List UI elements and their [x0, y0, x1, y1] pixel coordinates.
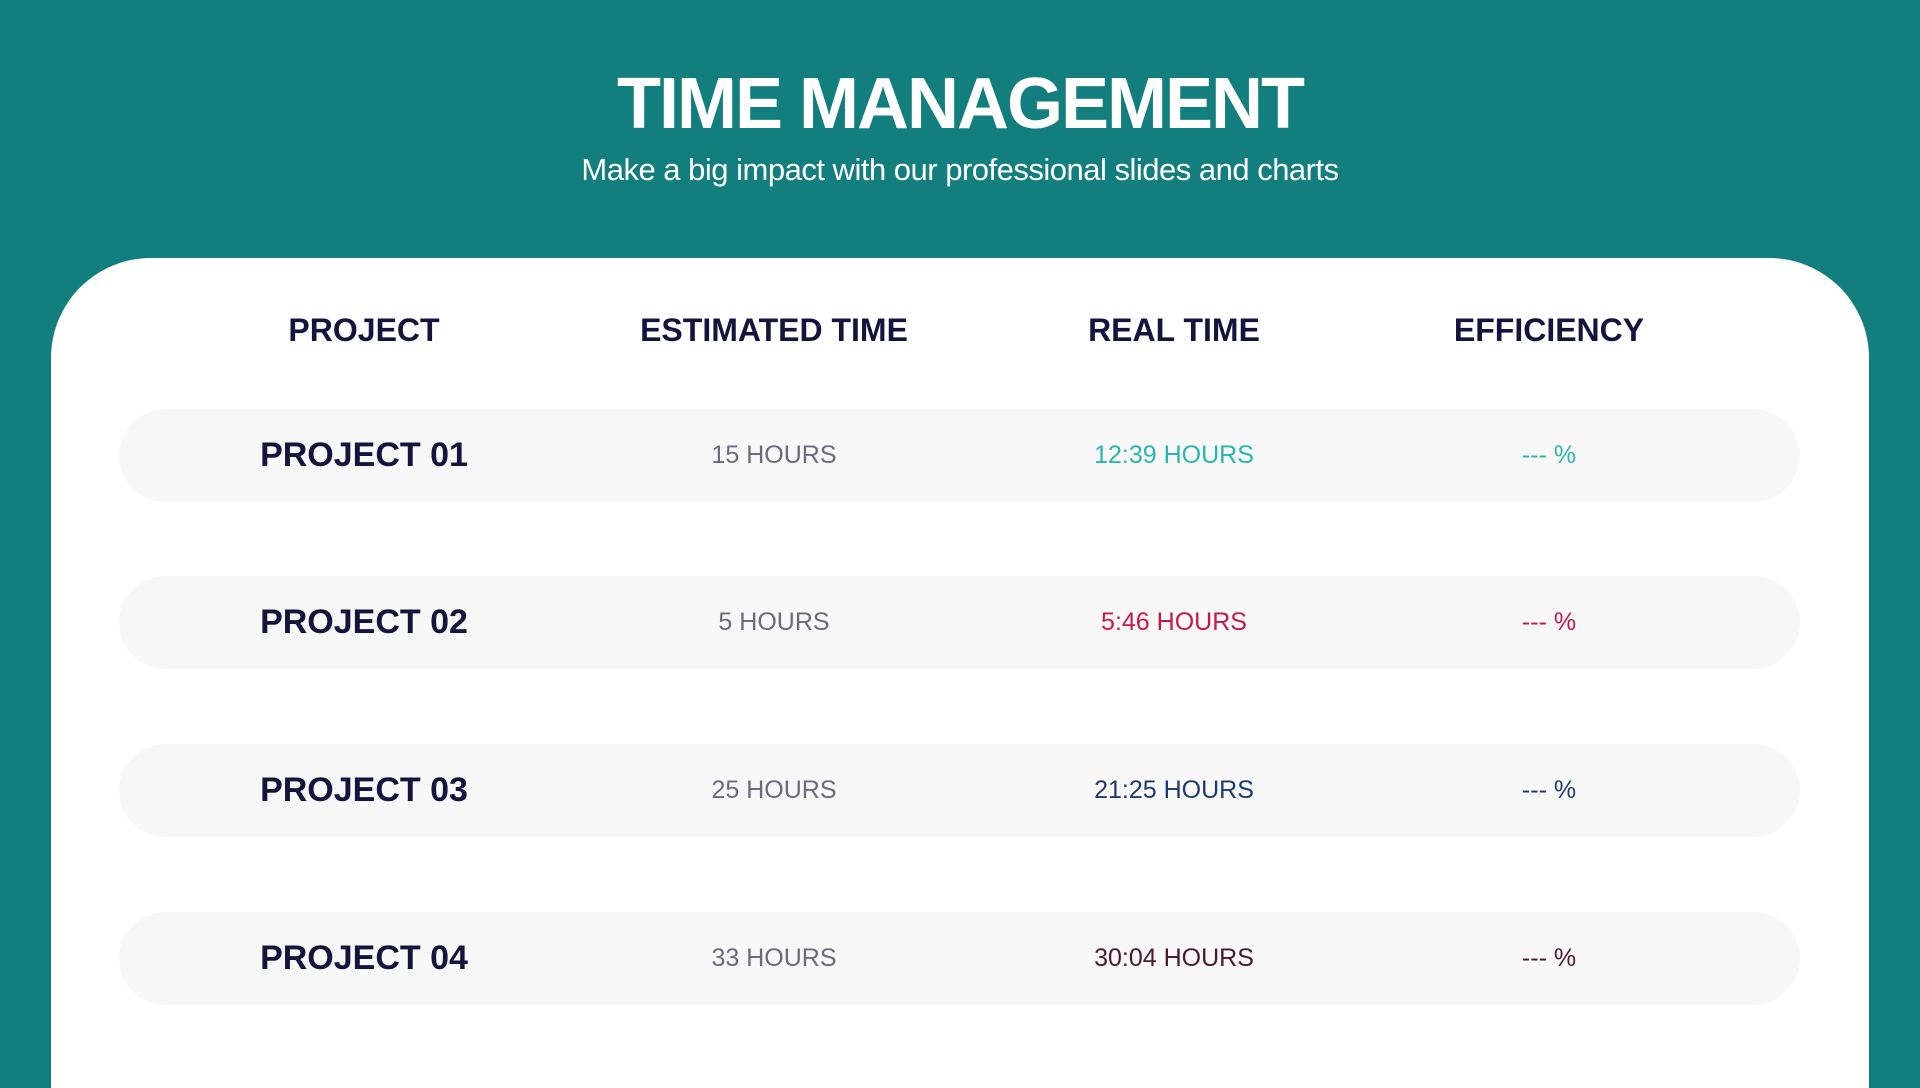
project-name: PROJECT 03 — [260, 771, 468, 809]
subtitle: Make a big impact with our professional … — [581, 152, 1339, 187]
estimated-time: 25 HOURS — [711, 776, 837, 804]
column-header: PROJECT — [288, 312, 440, 348]
estimated-time: 15 HOURS — [711, 441, 837, 469]
efficiency: --- % — [1521, 944, 1577, 972]
table-row: PROJECT 02 5 HOURS 5:46 HOURS --- % — [119, 576, 1800, 669]
real-time: 30:04 HOURS — [1094, 944, 1254, 972]
project-name: PROJECT 02 — [260, 603, 468, 641]
column-header: REAL TIME — [1088, 312, 1260, 348]
table-row: PROJECT 01 15 HOURS 12:39 HOURS --- % — [119, 409, 1800, 502]
column-header: EFFICIENCY — [1453, 312, 1645, 348]
table-header: PROJECT ESTIMATED TIME REAL TIME EFFICIE… — [0, 302, 1920, 358]
table-row: PROJECT 04 33 HOURS 30:04 HOURS --- % — [119, 912, 1800, 1005]
estimated-time: 33 HOURS — [711, 944, 837, 972]
column-header: ESTIMATED TIME — [640, 312, 908, 348]
title: TIME MANAGEMENT — [617, 64, 1305, 144]
real-time: 5:46 HOURS — [1101, 608, 1247, 636]
efficiency: --- % — [1521, 441, 1577, 469]
real-time: 21:25 HOURS — [1094, 776, 1254, 804]
real-time: 12:39 HOURS — [1094, 441, 1254, 469]
table-row: PROJECT 03 25 HOURS 21:25 HOURS --- % — [119, 744, 1800, 837]
project-name: PROJECT 04 — [260, 939, 468, 977]
efficiency: --- % — [1521, 776, 1577, 804]
efficiency: --- % — [1521, 608, 1577, 636]
project-name: PROJECT 01 — [260, 436, 468, 474]
estimated-time: 5 HOURS — [718, 608, 830, 636]
